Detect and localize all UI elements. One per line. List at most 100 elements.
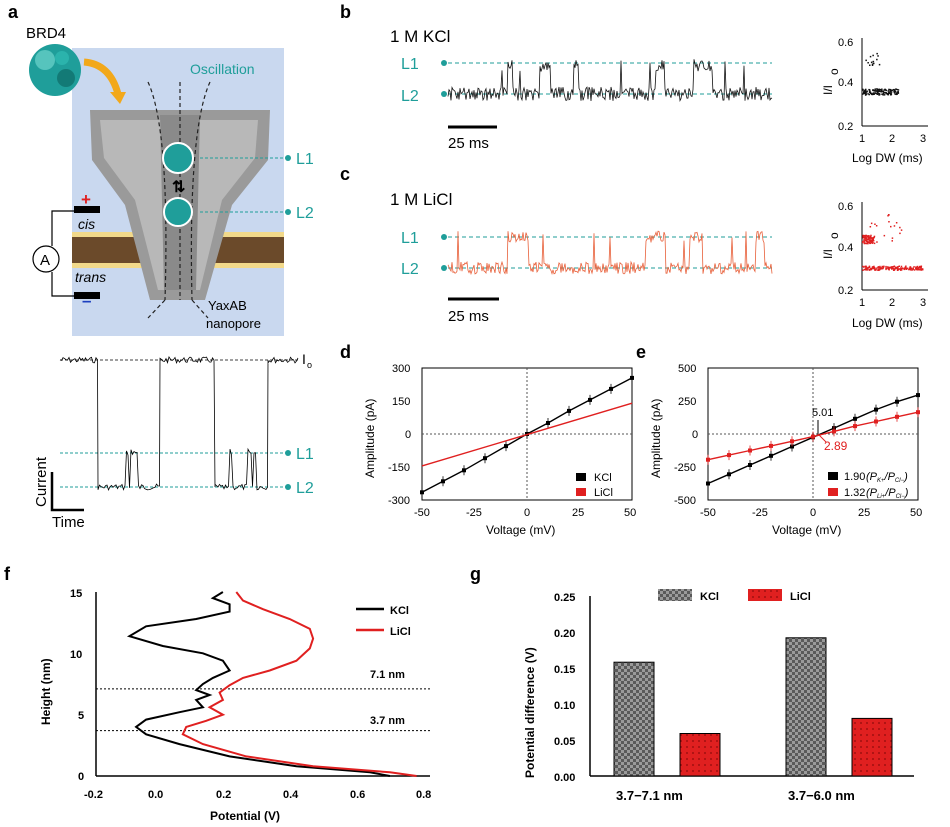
f-xtick-5: 0.8 (416, 789, 431, 801)
scatter-point (877, 92, 880, 95)
pore-label-line2: nanopore (206, 316, 261, 331)
scatter-point (866, 268, 868, 270)
scatter-point (908, 268, 910, 271)
scatter-point (874, 89, 876, 92)
scatter-point (880, 267, 882, 269)
e-legend-k-swatch (828, 472, 838, 480)
scatter-point (877, 88, 879, 91)
scatter-point (872, 267, 874, 270)
potential-line (181, 591, 417, 777)
f-xtick-2: 0.2 (216, 789, 231, 801)
f-ytick-2: 5 (78, 710, 84, 722)
scatter-point (890, 91, 893, 93)
scatter-point (887, 90, 889, 92)
scatter-point (863, 239, 865, 241)
scatter-point (867, 241, 870, 243)
scatter-point (896, 92, 898, 94)
b-scatter-xlabel: Log DW (ms) (852, 151, 923, 165)
scatter-point (873, 267, 876, 269)
b-l1-label: L1 (401, 56, 419, 73)
scatter-point (862, 234, 864, 237)
scatter-point (887, 215, 889, 217)
scatter-point (865, 242, 867, 245)
g-category-label: 3.7−7.1 nm (616, 788, 683, 803)
f-ytick-1: 10 (70, 649, 82, 661)
scatter-point (870, 222, 873, 225)
scatter-point (876, 90, 878, 93)
scatter-point (883, 234, 886, 237)
scatter-point (869, 90, 871, 92)
scatter-point (917, 267, 920, 269)
g-ytick-1: 0.20 (554, 628, 575, 640)
scatter-point (922, 268, 924, 271)
scatter-point (863, 92, 865, 94)
scatter-point (900, 269, 903, 271)
d-ytick-4: -300 (388, 495, 410, 507)
current-trace (59, 356, 299, 492)
c-scatter: 0.6 0.4 0.2 1 2 3 I/I o Log DW (ms) (821, 201, 928, 330)
scatter-point (894, 266, 897, 269)
f-ylabel: Height (nm) (39, 658, 53, 725)
scatter-point (869, 64, 871, 66)
oscillation-arrows-icon: ⇅ (172, 179, 185, 196)
f-series (96, 591, 430, 777)
scatter-point (879, 265, 881, 268)
scatter-point (884, 91, 886, 94)
panel-g-letter: g (470, 564, 481, 584)
c-scatter-ylabel-sub: o (827, 232, 841, 239)
e-legend-li-ratio: (PLi+/PCl−) (866, 487, 909, 500)
scatter-point (865, 265, 867, 268)
cis-label: cis (78, 216, 95, 232)
scatter-point (895, 222, 898, 224)
c-ytick-1: 0.4 (838, 242, 853, 254)
b-ytick-1: 0.4 (838, 77, 853, 89)
panel-d-letter: d (340, 342, 351, 362)
scatter-point (867, 93, 869, 95)
scatter-point (882, 267, 884, 269)
scatter-point (893, 225, 896, 227)
scatter-point (862, 241, 864, 243)
scatter-point (913, 269, 916, 271)
scatter-point (899, 232, 901, 235)
scatter-point (897, 266, 899, 268)
f-legend-kcl: KCl (390, 605, 409, 617)
scatter-point (870, 92, 872, 95)
scatter-point (881, 88, 883, 90)
time-label: Time (52, 514, 85, 531)
scatter-point (864, 89, 867, 91)
d-ylabel: Amplitude (pA) (363, 399, 377, 478)
e-annot-li-line (817, 433, 827, 443)
scatter-point (867, 266, 869, 269)
scatter-point (876, 52, 878, 55)
scatter-point (892, 269, 895, 271)
scatter-point (873, 62, 875, 65)
scatter-point (887, 214, 890, 216)
scatter-point (920, 265, 922, 268)
scatter-point (909, 268, 911, 271)
e-xtick-0: -50 (700, 507, 716, 519)
e-ylabel: Amplitude (pA) (649, 399, 663, 478)
scatter-point (864, 242, 866, 244)
scatter-point (917, 269, 919, 271)
scatter-point (865, 59, 867, 62)
scatter-point (901, 267, 904, 270)
scatter-point (867, 236, 869, 238)
g-legend-licl: LiCl (790, 591, 811, 603)
scatter-point (918, 269, 921, 271)
scatter-point (868, 240, 870, 242)
scatter-point (881, 265, 883, 268)
scatter-point (899, 226, 901, 229)
scatter-point (890, 266, 893, 268)
pore-label-line1: YaxAB (208, 298, 247, 313)
panel-d: d 300 150 0 -150 -300 -50 -25 0 25 50 Vo… (340, 342, 636, 537)
c-condition: 1 M LiCl (390, 190, 452, 209)
f-xtick-3: 0.4 (283, 789, 299, 801)
panel-c-letter: c (340, 164, 350, 184)
scatter-point (892, 266, 894, 268)
scatter-point (865, 267, 867, 269)
e-legend-li-swatch (828, 488, 838, 496)
bar (851, 717, 893, 777)
scatter-point (874, 223, 876, 225)
b-ytick-0: 0.6 (838, 37, 853, 49)
c-l2-dot (441, 265, 447, 271)
